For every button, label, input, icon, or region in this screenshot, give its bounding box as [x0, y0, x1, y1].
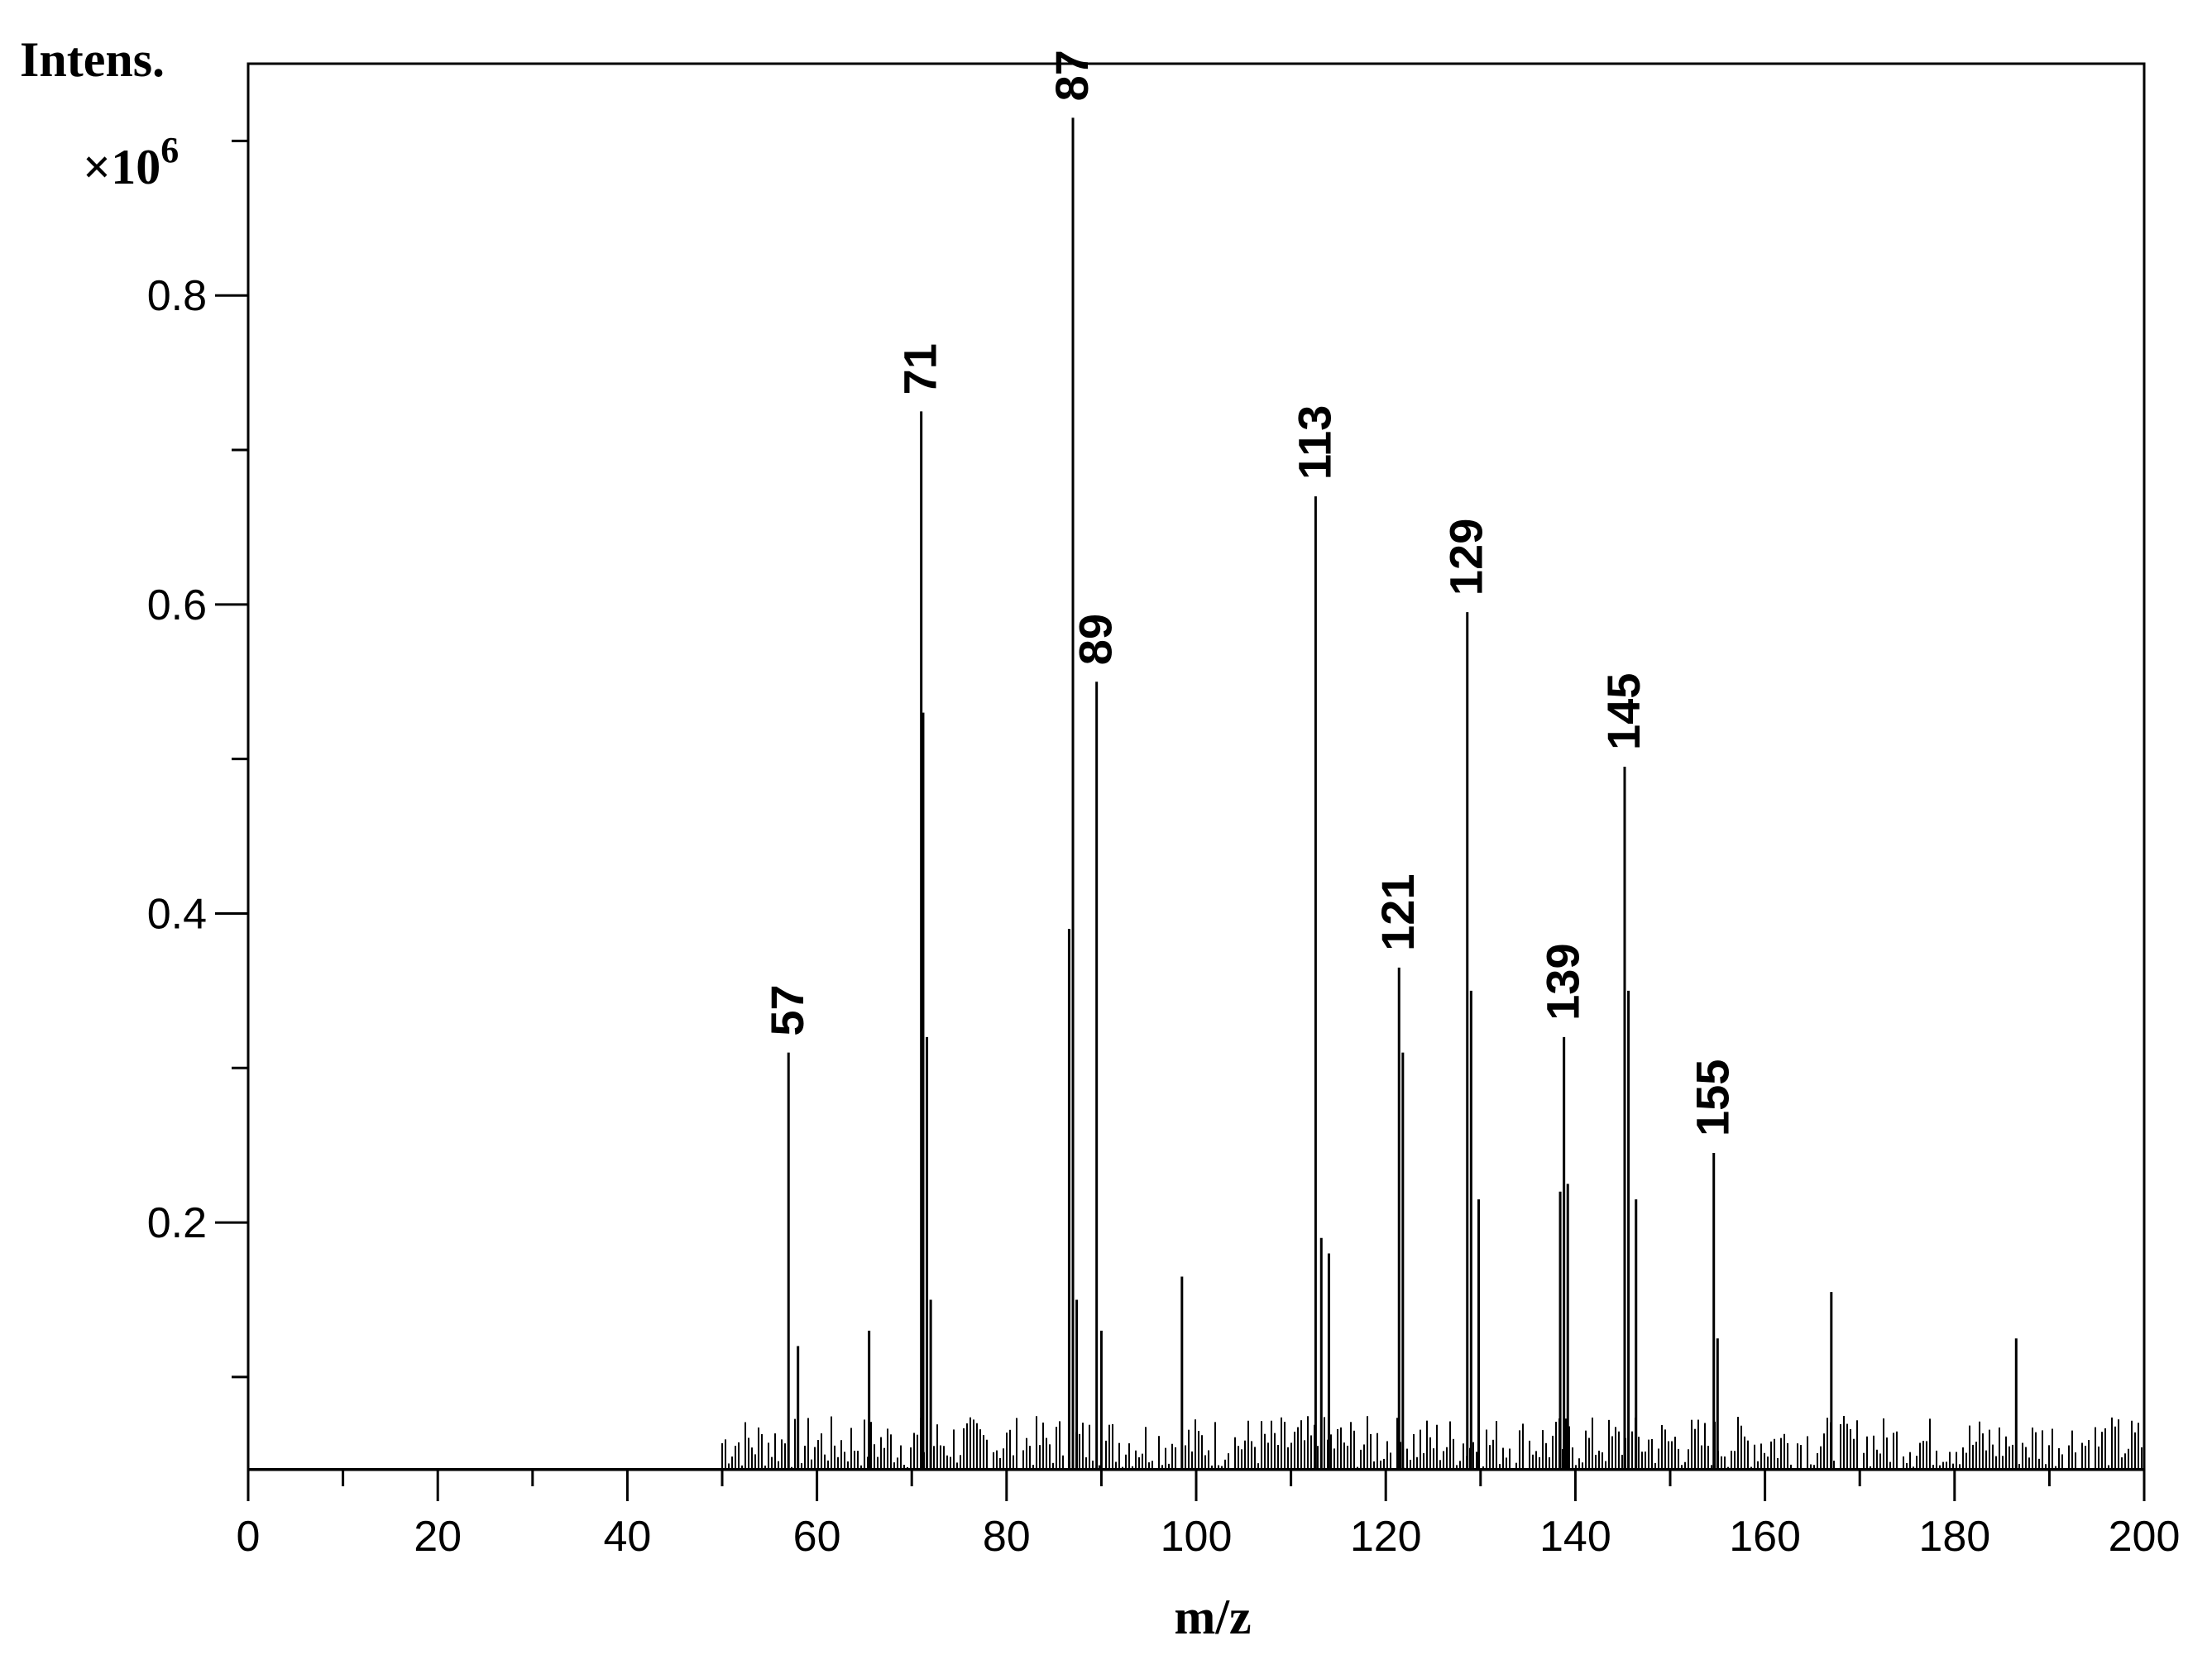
- x-tick-label: 20: [414, 1513, 462, 1561]
- x-tick-label: 0: [237, 1513, 261, 1561]
- x-axis-ticks: 0 20 40 60 80 100 120 140 160 180 200: [237, 1470, 2181, 1561]
- x-tick-label: 160: [1729, 1513, 1801, 1561]
- y-axis-title: Intens.: [20, 32, 165, 87]
- y-multiplier-base: ×10: [83, 140, 160, 194]
- peak-labels: 57 71 87 89 113 121 129 139 145 155: [761, 50, 1738, 1136]
- axes: [247, 62, 2146, 1471]
- peak-label: 89: [1070, 614, 1122, 665]
- x-tick-label: 100: [1161, 1513, 1233, 1561]
- y-multiplier-exponent: 6: [160, 130, 179, 170]
- x-tick-label: 200: [2109, 1513, 2181, 1561]
- x-tick-label: 40: [603, 1513, 651, 1561]
- y-tick-label: 0.8: [147, 272, 207, 320]
- x-tick-label: 60: [793, 1513, 841, 1561]
- peak-label: 145: [1597, 673, 1649, 750]
- peak-label: 155: [1687, 1059, 1739, 1136]
- x-axis-title: m/z: [1174, 1590, 1251, 1644]
- y-axis-multiplier: ×106: [83, 130, 179, 194]
- peak-label: 71: [894, 343, 946, 395]
- x-tick-label: 80: [983, 1513, 1031, 1561]
- peak-label: 129: [1440, 519, 1492, 596]
- peak-label: 113: [1288, 405, 1340, 480]
- peak-label: 121: [1372, 873, 1424, 950]
- y-tick-label: 0.6: [147, 581, 207, 629]
- x-tick-label: 120: [1350, 1513, 1422, 1561]
- y-tick-label: 0.4: [147, 890, 207, 938]
- x-tick-label: 180: [1918, 1513, 1990, 1561]
- baseline-noise: [248, 1415, 2144, 1470]
- x-tick-label: 140: [1539, 1513, 1611, 1561]
- peak-label: 57: [761, 984, 813, 1036]
- y-tick-label: 0.2: [147, 1199, 207, 1247]
- y-axis-ticks: 0.2 0.4 0.6 0.8: [147, 139, 248, 1379]
- peak-series: [787, 117, 2018, 1470]
- peak-label: 139: [1537, 943, 1589, 1020]
- peak-label: 87: [1046, 50, 1098, 101]
- plot-frame: [247, 62, 2146, 1471]
